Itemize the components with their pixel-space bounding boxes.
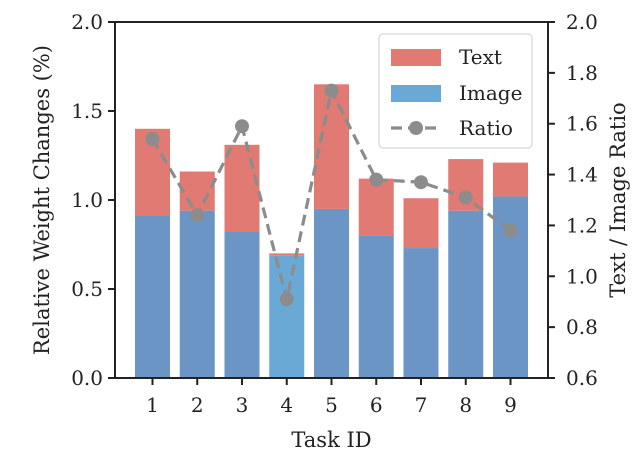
y-tick-label: 0.5	[71, 277, 103, 301]
bar-image-1	[135, 216, 170, 378]
x-tick-label: 5	[325, 393, 338, 417]
bar-image-6	[358, 235, 394, 378]
bar-text-7	[403, 198, 439, 249]
y2-tick-label: 1.8	[566, 61, 598, 85]
bar-image-8	[448, 210, 484, 378]
legend-swatch-text	[391, 49, 441, 66]
x-tick-label: 9	[504, 393, 517, 417]
y-axis-title: Relative Weight Changes (%)	[30, 45, 54, 355]
y-tick-label: 1.0	[71, 188, 103, 212]
y2-tick-label: 2.0	[566, 10, 598, 34]
y-tick-label: 1.5	[71, 99, 103, 123]
bar-text-6	[358, 178, 394, 236]
x-tick-label: 3	[236, 393, 249, 417]
y2-tick-label: 1.2	[566, 213, 598, 237]
y2-tick-label: 1.6	[566, 112, 598, 136]
y2-axis-title: Text / Image Ratio	[606, 102, 630, 297]
legend-label-ratio: Ratio	[459, 116, 513, 140]
ratio-point-6	[369, 172, 384, 187]
bar-image-2	[179, 210, 215, 378]
x-axis-title: Task ID	[291, 428, 371, 452]
y-tick-label: 0.0	[71, 366, 103, 390]
bar-text-3	[224, 144, 260, 233]
legend-swatch-image	[391, 85, 441, 102]
bar-image-5	[314, 208, 349, 378]
ratio-point-4	[279, 292, 294, 307]
x-tick-label: 4	[280, 393, 293, 417]
ratio-point-2	[190, 208, 205, 223]
ratio-point-7	[414, 175, 428, 190]
bars-layer	[135, 84, 528, 378]
bar-image-4	[269, 255, 305, 378]
bar-text-9	[493, 162, 528, 197]
bar-image-7	[403, 248, 439, 378]
y2-tick-label: 0.6	[566, 366, 598, 390]
ratio-point-3	[235, 119, 249, 134]
y-tick-label: 2.0	[71, 10, 103, 34]
y2-tick-label: 1.0	[566, 264, 598, 288]
x-tick-label: 7	[415, 393, 428, 417]
ratio-point-5	[324, 83, 339, 98]
y2-tick-label: 1.4	[566, 163, 598, 187]
bar-text-2	[179, 171, 215, 211]
bar-text-5	[314, 84, 349, 209]
legend: Text Image Ratio	[378, 33, 533, 149]
legend-swatch-ratio-marker	[409, 121, 423, 135]
ratio-line-layer	[145, 83, 518, 307]
y2-tick-label: 0.8	[566, 315, 598, 339]
x-tick-label: 8	[459, 393, 472, 417]
x-tick-label: 2	[191, 393, 204, 417]
x-tick-label: 6	[370, 393, 383, 417]
ratio-point-9	[503, 223, 518, 238]
bar-image-3	[224, 232, 260, 378]
x-tick-label: 1	[146, 393, 159, 417]
axes-layer: 0.0 0.5 1.0 1.5 2.0 0.6 0.8 1.0 1.2 1.4 1.6 1.8 2.0 1…	[71, 10, 598, 417]
legend-label-text: Text	[459, 45, 502, 69]
ratio-point-8	[458, 190, 473, 205]
ratio-point-1	[145, 131, 160, 146]
bar-text-4	[269, 253, 305, 256]
legend-label-image: Image	[459, 81, 522, 105]
